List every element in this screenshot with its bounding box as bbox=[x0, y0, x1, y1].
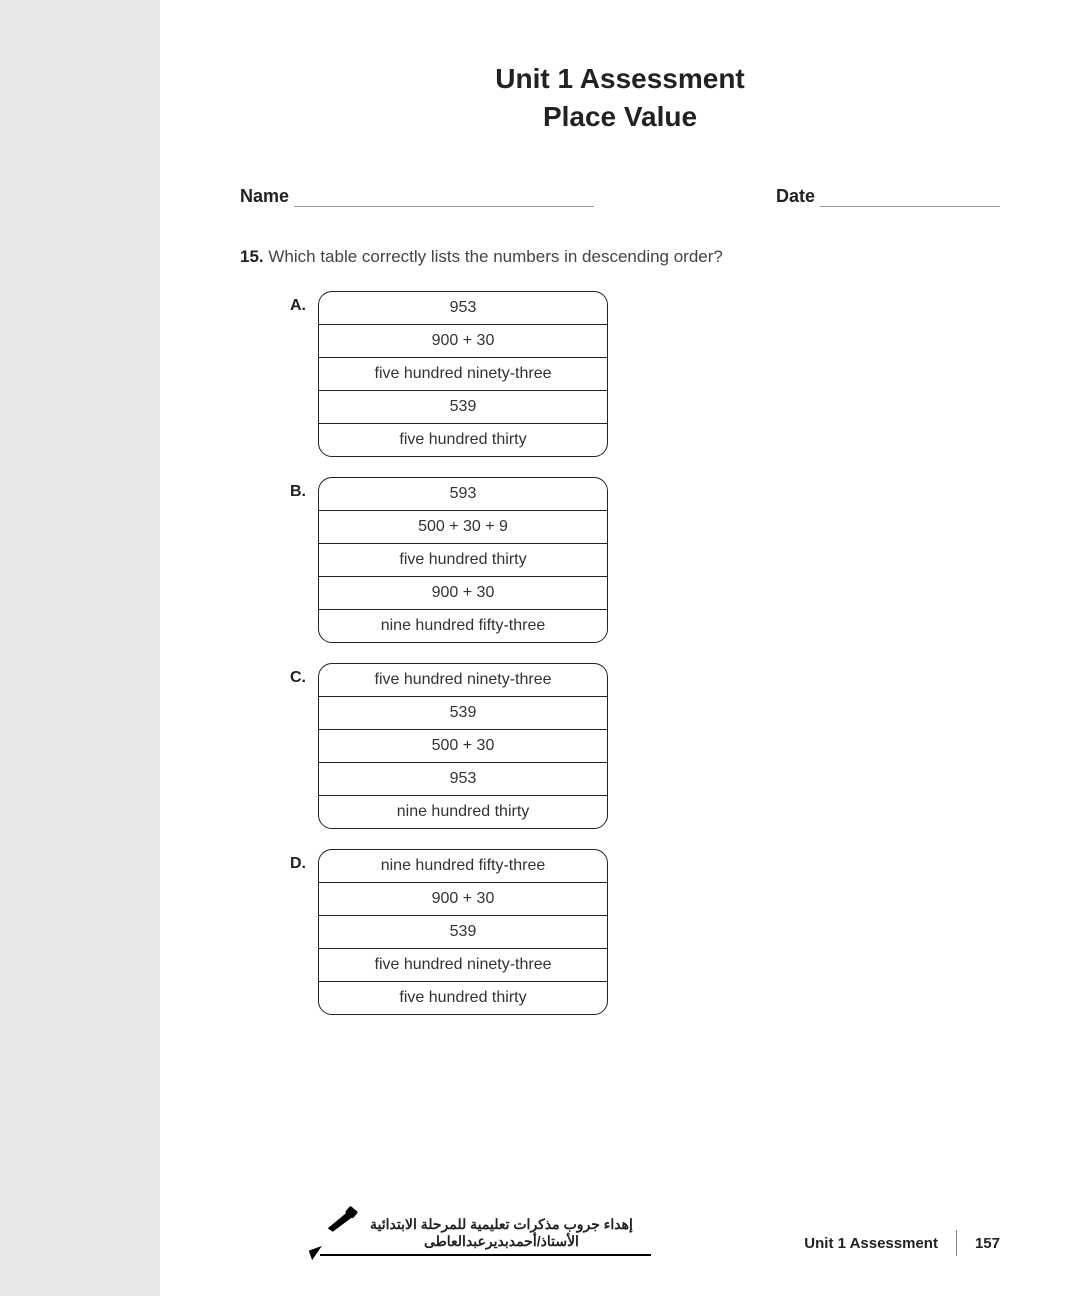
option-letter: B. bbox=[290, 477, 318, 501]
table-row: 539 bbox=[319, 391, 607, 424]
table-row: nine hundred fifty-three bbox=[319, 610, 607, 642]
table-row: 953 bbox=[319, 292, 607, 325]
table-row: five hundred thirty bbox=[319, 982, 607, 1014]
table-row: five hundred thirty bbox=[319, 544, 607, 577]
table-row: five hundred ninety-three bbox=[319, 949, 607, 982]
option-letter: C. bbox=[290, 663, 318, 687]
name-line[interactable] bbox=[294, 189, 594, 207]
table-row: 593 bbox=[319, 478, 607, 511]
title-line-2: Place Value bbox=[543, 101, 697, 132]
option-letter: D. bbox=[290, 849, 318, 873]
option-table: 953900 + 30five hundred ninety-three539f… bbox=[318, 291, 608, 457]
footer-separator bbox=[956, 1230, 957, 1256]
table-row: 500 + 30 + 9 bbox=[319, 511, 607, 544]
table-row: 953 bbox=[319, 763, 607, 796]
option-table: nine hundred fifty-three900 + 30539five … bbox=[318, 849, 608, 1015]
worksheet-page: Unit 1 Assessment Place Value Name Date … bbox=[160, 0, 1080, 1296]
footer-label: Unit 1 Assessment bbox=[804, 1235, 938, 1252]
table-row: 500 + 30 bbox=[319, 730, 607, 763]
date-field: Date bbox=[776, 186, 1000, 207]
pen-icon bbox=[326, 1206, 360, 1232]
option-c[interactable]: C.five hundred ninety-three539500 + 3095… bbox=[290, 663, 1000, 829]
credit-box: إهداء جروب مذكرات تعليمية للمرحلة الابتد… bbox=[320, 1212, 651, 1256]
table-row: 900 + 30 bbox=[319, 325, 607, 358]
option-a[interactable]: A.953900 + 30five hundred ninety-three53… bbox=[290, 291, 1000, 457]
date-label: Date bbox=[776, 186, 815, 206]
title-line-1: Unit 1 Assessment bbox=[495, 63, 745, 94]
option-table: 593500 + 30 + 9five hundred thirty900 + … bbox=[318, 477, 608, 643]
credit-line-2: الأستاذ/أحمدبديرعبدالعاطى bbox=[370, 1233, 633, 1250]
option-letter: A. bbox=[290, 291, 318, 315]
table-row: 539 bbox=[319, 916, 607, 949]
table-row: 539 bbox=[319, 697, 607, 730]
option-table: five hundred ninety-three539500 + 30953n… bbox=[318, 663, 608, 829]
footer-page-number: 157 bbox=[975, 1235, 1000, 1252]
table-row: five hundred ninety-three bbox=[319, 664, 607, 697]
table-row: nine hundred fifty-three bbox=[319, 850, 607, 883]
credit-line-1: إهداء جروب مذكرات تعليمية للمرحلة الابتد… bbox=[370, 1216, 633, 1233]
option-b[interactable]: B.593500 + 30 + 9five hundred thirty900 … bbox=[290, 477, 1000, 643]
name-label: Name bbox=[240, 186, 289, 206]
page-foot: Unit 1 Assessment 157 bbox=[804, 1230, 1000, 1256]
date-line[interactable] bbox=[820, 189, 1000, 207]
table-row: nine hundred thirty bbox=[319, 796, 607, 828]
question-number: 15. bbox=[240, 247, 264, 266]
table-row: 900 + 30 bbox=[319, 883, 607, 916]
name-field: Name bbox=[240, 186, 594, 207]
options-container: A.953900 + 30five hundred ninety-three53… bbox=[290, 291, 1000, 1015]
question-prompt: Which table correctly lists the numbers … bbox=[268, 247, 723, 266]
title-block: Unit 1 Assessment Place Value bbox=[240, 60, 1000, 136]
table-row: 900 + 30 bbox=[319, 577, 607, 610]
name-date-row: Name Date bbox=[240, 186, 1000, 207]
page-footer: إهداء جروب مذكرات تعليمية للمرحلة الابتد… bbox=[240, 1212, 1000, 1256]
table-row: five hundred thirty bbox=[319, 424, 607, 456]
question-15: 15. Which table correctly lists the numb… bbox=[240, 247, 1000, 267]
table-row: five hundred ninety-three bbox=[319, 358, 607, 391]
option-d[interactable]: D.nine hundred fifty-three900 + 30539fiv… bbox=[290, 849, 1000, 1015]
